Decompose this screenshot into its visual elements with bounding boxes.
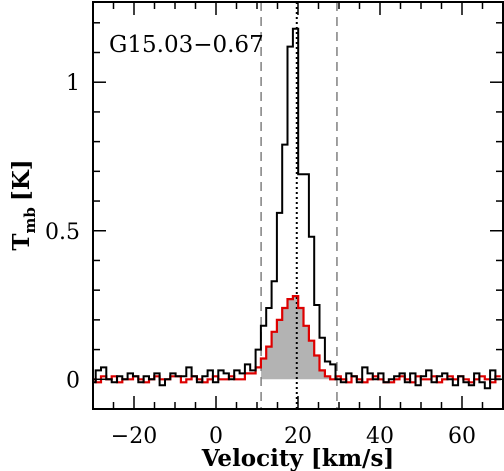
y-axis-label-unit: [K] (8, 159, 35, 201)
y-tick-label: 0 (66, 368, 80, 393)
series-1-line (93, 27, 501, 390)
x-tick-label: 40 (366, 424, 394, 449)
y-axis-label: Tmb [K] (8, 159, 39, 250)
x-tick-label: 20 (284, 424, 312, 449)
y-axis-label-sub: mb (21, 207, 39, 233)
y-axis-label-main: T (8, 234, 35, 251)
source-annotation: G15.03−0.67 (109, 32, 264, 58)
series-2-fill (261, 296, 337, 380)
y-tick-label: 0.5 (45, 220, 80, 245)
x-tick-label: 0 (209, 424, 223, 449)
y-tick-label: 1 (66, 71, 80, 96)
x-tick-label: 60 (448, 424, 476, 449)
svg-text:Tmb[K]: Tmb [K] (8, 159, 39, 250)
x-axis-label: Velocity [km/s] (201, 445, 395, 471)
x-tick-label: −20 (111, 424, 157, 449)
